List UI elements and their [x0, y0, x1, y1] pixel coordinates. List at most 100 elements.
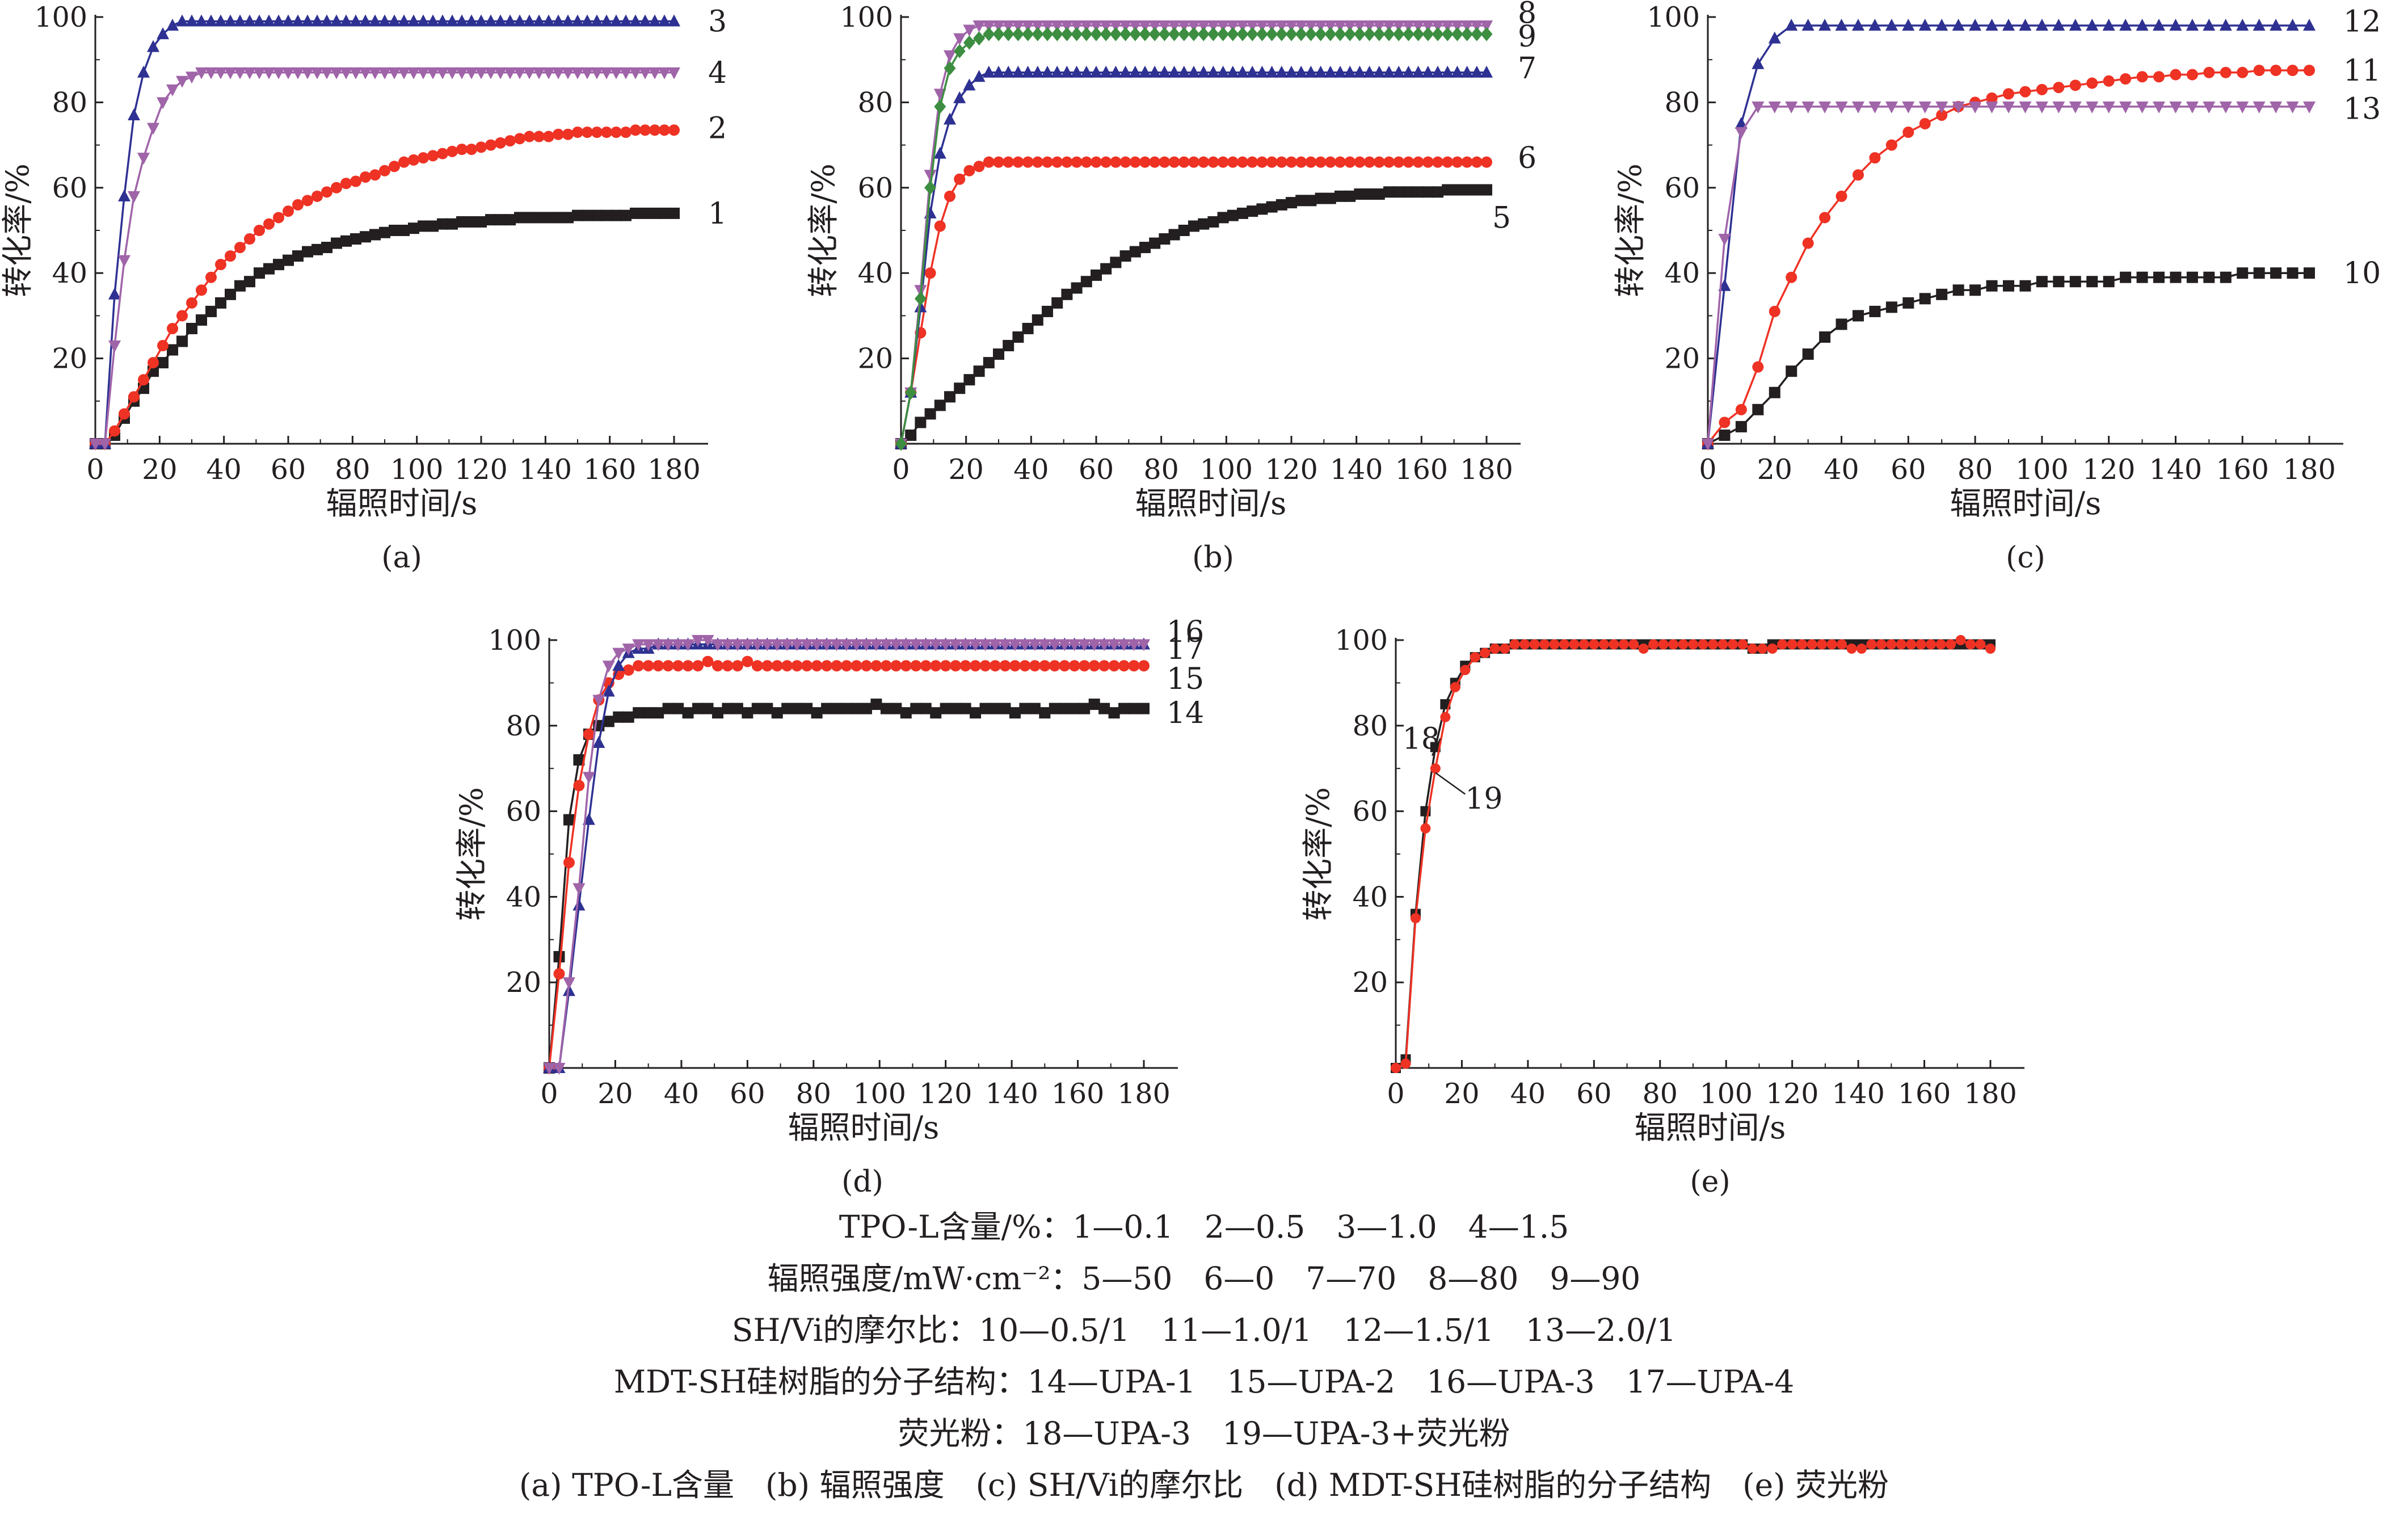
data-point [157, 357, 169, 369]
x-tick-label: 80 [1643, 1078, 1678, 1110]
data-point [870, 699, 882, 710]
data-point [1091, 269, 1102, 281]
data-point [1936, 109, 1948, 121]
data-point [629, 14, 642, 27]
data-point [1885, 101, 1898, 113]
data-point [2153, 271, 2165, 283]
data-point [790, 639, 803, 651]
data-point [407, 14, 420, 27]
data-point [1061, 288, 1073, 300]
data-point [1717, 639, 1728, 650]
data-point [1032, 314, 1043, 326]
data-point [1609, 639, 1619, 650]
data-point [273, 212, 284, 224]
data-point [1109, 20, 1122, 33]
data-point [1197, 20, 1210, 33]
data-point [1480, 647, 1491, 658]
data-point [919, 639, 932, 651]
data-point [969, 639, 982, 651]
data-point [1119, 20, 1132, 33]
data-point [1168, 27, 1181, 41]
data-point [1060, 27, 1073, 41]
data-point [2053, 82, 2065, 94]
data-point [446, 67, 458, 79]
legend-line-3: SH/Vi的摩尔比：10—0.5/1 11—1.0/1 12—1.5/1 13—… [731, 1312, 1677, 1348]
data-point [225, 288, 236, 300]
data-point [446, 14, 458, 27]
data-point [1432, 65, 1444, 78]
data-point [504, 14, 516, 27]
data-point [301, 14, 314, 27]
data-point [1391, 1063, 1401, 1073]
data-point [1324, 156, 1336, 168]
data-point [1038, 639, 1051, 651]
y-tick-label: 60 [1353, 796, 1388, 828]
data-point [1519, 639, 1530, 650]
data-point [437, 218, 448, 230]
data-point [1969, 101, 1982, 113]
chart-panel-5: 0 20 40 60 80 100 120 140 160 18020406080100辐照时间/… [1300, 624, 2024, 1199]
data-point [321, 242, 332, 254]
data-point [1100, 27, 1112, 41]
data-point [930, 660, 942, 672]
data-point [850, 639, 863, 651]
data-point [1078, 639, 1091, 651]
data-point [465, 67, 478, 79]
data-point [1735, 403, 1747, 415]
data-point [196, 284, 207, 296]
data-point [1969, 19, 1982, 31]
data-point [791, 703, 803, 714]
data-point [583, 728, 595, 740]
data-point [939, 639, 952, 651]
data-point [963, 165, 975, 176]
data-point [1383, 27, 1395, 41]
data-point [1285, 20, 1298, 33]
data-point [1836, 318, 1847, 330]
data-point [940, 703, 952, 714]
data-point [1440, 712, 1451, 722]
data-point [214, 14, 227, 27]
data-point [1129, 246, 1141, 258]
data-point [1031, 65, 1044, 78]
data-point [1177, 20, 1190, 33]
data-point [1906, 639, 1917, 650]
data-point [1421, 20, 1434, 33]
data-point [1539, 639, 1550, 650]
data-point [398, 225, 410, 236]
data-point [1295, 20, 1308, 33]
data-point [2287, 65, 2298, 76]
data-point [890, 660, 902, 672]
data-point [1719, 417, 1731, 428]
data-point [639, 207, 651, 219]
data-point [504, 67, 516, 79]
data-point [950, 660, 962, 672]
series-label-15: 15 [1167, 662, 1204, 696]
data-point [1080, 276, 1092, 288]
data-point [1902, 101, 1915, 113]
data-point [292, 14, 304, 27]
data-point [1334, 190, 1346, 202]
data-point [722, 660, 734, 672]
data-point [633, 660, 645, 672]
series-label-16: 16 [1167, 615, 1204, 649]
data-point [1936, 288, 1948, 300]
data-point [1334, 65, 1346, 78]
data-point [272, 67, 285, 79]
series-line [1395, 639, 1991, 1069]
chart-panel-3: 0 20 40 60 80 100 120 140 160 18020406080100辐照时间/… [1612, 1, 2381, 575]
data-point [1108, 639, 1121, 651]
x-tick-label: 80 [1957, 453, 1993, 486]
data-point [1451, 184, 1463, 196]
data-point [1265, 65, 1278, 78]
data-point [1031, 20, 1044, 33]
data-point [1902, 127, 1914, 138]
data-point [731, 703, 743, 714]
data-point [682, 707, 694, 719]
y-tick-label: 100 [1647, 1, 1700, 33]
data-point [1886, 639, 1897, 650]
data-point [742, 655, 753, 667]
data-point [1769, 305, 1780, 317]
data-point [388, 67, 401, 79]
data-point [243, 14, 256, 27]
data-point [982, 65, 995, 78]
